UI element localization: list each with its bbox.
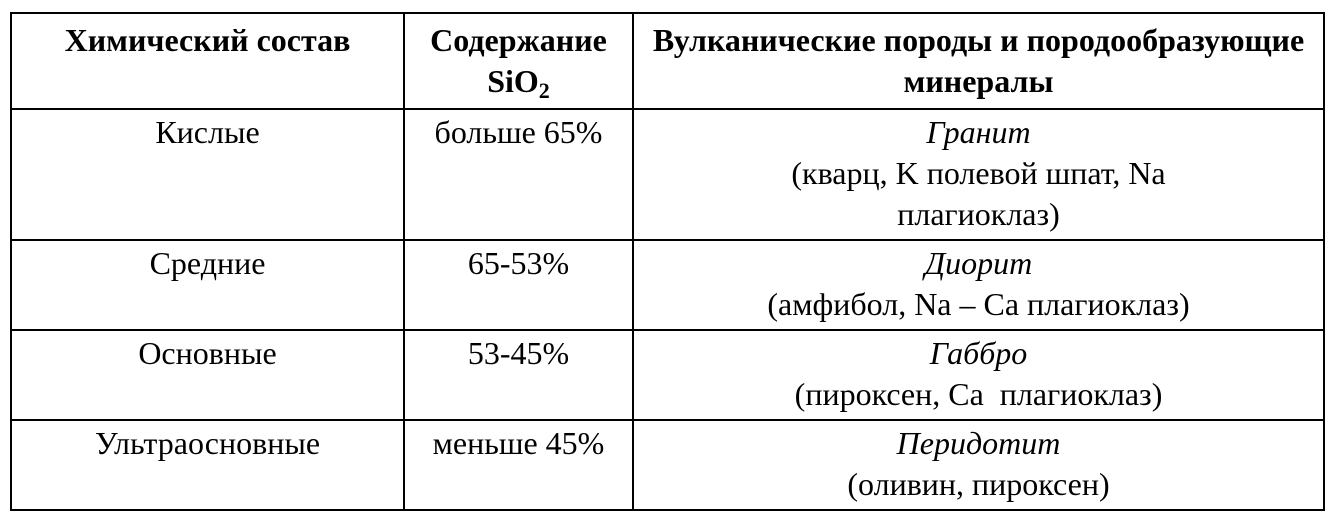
cell-rock-minerals: Гранит (кварц, K полевой шпат, Na плагио…	[632, 108, 1325, 241]
rock-minerals: (кварц, K полевой шпат, Na плагиоклаз)	[791, 155, 1166, 232]
cell-sio2: больше 65%	[403, 108, 634, 241]
rock-name: Габбро	[929, 335, 1028, 371]
cell-composition: Кислые	[10, 108, 405, 241]
header-sio2-content: Содержание SiO2	[403, 12, 634, 110]
header-sio2-formula: SiO	[487, 63, 539, 99]
header-sio2-prefix: Содержание	[430, 22, 607, 58]
header-composition: Химический состав	[10, 12, 405, 110]
cell-sio2: 65-53%	[403, 239, 634, 331]
cell-composition: Основные	[10, 329, 405, 421]
rock-classification-table-container: Химический состав Содержание SiO2 Вулкан…	[10, 12, 1325, 511]
rock-minerals: (оливин, пироксен)	[847, 466, 1110, 502]
table-row: Основные 53-45% Габбро (пироксен, Ca пла…	[10, 329, 1325, 421]
header-rocks-minerals: Вулканические породы и породообразующие …	[632, 12, 1325, 110]
table-row: Ультраосновные меньше 45% Перидотит (оли…	[10, 419, 1325, 511]
header-sio2-subscript: 2	[538, 78, 550, 103]
table-header-row: Химический состав Содержание SiO2 Вулкан…	[10, 12, 1325, 110]
rock-minerals: (пироксен, Ca плагиоклаз)	[794, 376, 1163, 412]
table-row: Средние 65-53% Диорит (амфибол, Na – Ca …	[10, 239, 1325, 331]
rock-minerals: (амфибол, Na – Ca плагиоклаз)	[767, 286, 1190, 322]
rock-name: Диорит	[924, 245, 1033, 281]
table-row: Кислые больше 65% Гранит (кварц, K полев…	[10, 108, 1325, 241]
cell-sio2: 53-45%	[403, 329, 634, 421]
cell-composition: Средние	[10, 239, 405, 331]
rock-name: Перидотит	[896, 425, 1061, 461]
cell-rock-minerals: Диорит (амфибол, Na – Ca плагиоклаз)	[632, 239, 1325, 331]
rock-classification-table: Химический состав Содержание SiO2 Вулкан…	[10, 12, 1325, 511]
cell-sio2: меньше 45%	[403, 419, 634, 511]
rock-name: Гранит	[926, 114, 1031, 150]
cell-rock-minerals: Перидотит (оливин, пироксен)	[632, 419, 1325, 511]
cell-rock-minerals: Габбро (пироксен, Ca плагиоклаз)	[632, 329, 1325, 421]
cell-composition: Ультраосновные	[10, 419, 405, 511]
